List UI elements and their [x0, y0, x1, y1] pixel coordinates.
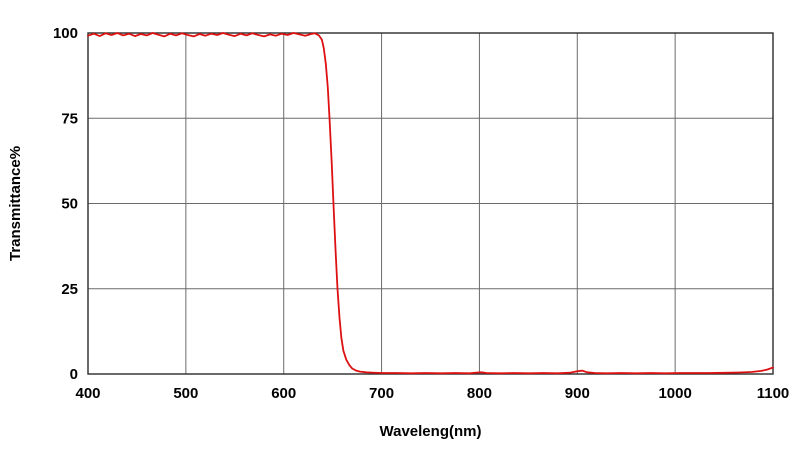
x-tick-label: 500 [173, 385, 198, 402]
grid-lines [88, 33, 773, 374]
y-tick-label: 75 [61, 110, 78, 127]
x-tick-label: 600 [271, 385, 296, 402]
x-tick-label: 1000 [658, 385, 691, 402]
x-tick-label: 400 [75, 385, 100, 402]
x-tick-label: 700 [369, 385, 394, 402]
y-axis-tick-labels: 0 25 50 75 100 [53, 25, 78, 383]
x-axis-tick-labels: 400 500 600 700 800 900 1000 1100 [75, 385, 789, 402]
y-tick-label: 25 [61, 281, 78, 298]
series-line [87, 32, 774, 375]
x-axis-label: Waveleng(nm) [380, 423, 482, 440]
y-tick-label: 0 [70, 366, 78, 383]
transmittance-curve [87, 32, 774, 375]
y-tick-label: 50 [61, 196, 78, 213]
y-tick-label: 100 [53, 25, 78, 42]
x-tick-label: 1100 [757, 385, 790, 402]
x-tick-label: 800 [467, 385, 492, 402]
x-tick-label: 900 [565, 385, 590, 402]
y-axis-label: Transmittance% [7, 146, 24, 261]
